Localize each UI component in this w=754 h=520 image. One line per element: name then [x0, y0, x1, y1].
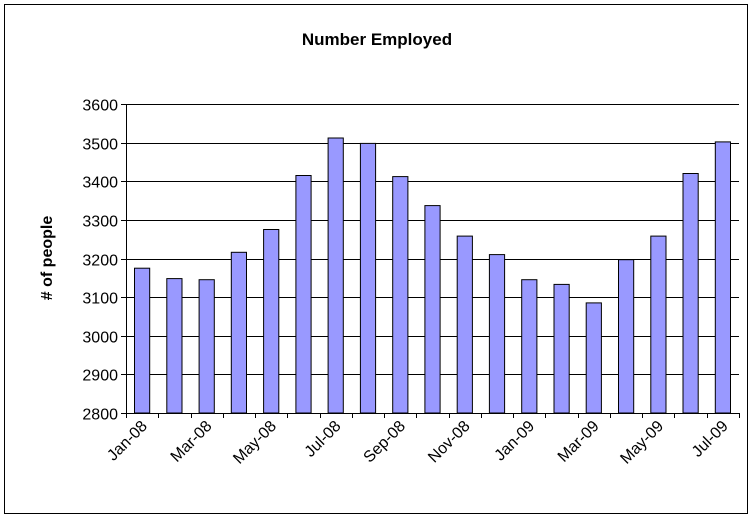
bar-sep-08 — [392, 176, 409, 414]
bar-jun-08 — [295, 175, 312, 414]
y-tick-label: 2800 — [82, 407, 118, 424]
bar-mar-09 — [585, 302, 602, 414]
bar-nov-08 — [456, 235, 473, 414]
bar-feb-09 — [553, 283, 570, 414]
bar-mar-08 — [198, 279, 215, 414]
bar-feb-08 — [166, 278, 183, 414]
x-tick-label: May-08 — [230, 418, 280, 468]
y-tick-label: 3600 — [82, 98, 118, 115]
x-tick-label: Mar-08 — [168, 418, 216, 466]
x-tick-label: May-09 — [617, 418, 667, 468]
bar-apr-09 — [618, 259, 635, 414]
y-tick-label: 3300 — [82, 214, 118, 231]
y-tick-label: 3100 — [82, 291, 118, 308]
chart-title: Number Employed — [302, 30, 452, 49]
bar-may-09 — [650, 235, 667, 414]
bar-may-08 — [263, 229, 280, 414]
bar-jun-09 — [682, 173, 699, 414]
bar-jan-08 — [134, 267, 151, 414]
axes — [121, 104, 740, 418]
y-tick-labels: 2800 2900 3000 3100 3200 3300 3400 3500 3600 — [82, 98, 118, 424]
bar-apr-08 — [230, 251, 248, 414]
y-tick-label: 2900 — [82, 368, 118, 385]
x-tick-label: Jan-09 — [492, 418, 539, 465]
x-tick-label: Jul-08 — [302, 418, 345, 461]
bar-jan-09 — [521, 279, 538, 414]
bar-aug-08 — [359, 142, 377, 414]
x-tick-labels: Jan-08 Mar-08 May-08 Jul-08 Sep-08 Nov-08 Jan-… — [104, 418, 731, 468]
y-tick-label: 3000 — [82, 330, 118, 347]
bar-oct-08 — [424, 205, 441, 414]
x-tick-label: Nov-08 — [425, 418, 474, 467]
bars — [134, 137, 731, 414]
x-tick-label: Mar-09 — [555, 418, 603, 466]
y-tick-label: 3500 — [82, 137, 118, 154]
x-tick-label: Jul-09 — [689, 418, 732, 461]
x-tick-label: Sep-08 — [361, 418, 410, 467]
bar-jul-09 — [714, 141, 731, 414]
bar-dec-08 — [488, 254, 506, 414]
y-axis-label: # of people — [39, 216, 56, 301]
bar-jul-08 — [327, 137, 344, 414]
y-tick-label: 3400 — [82, 175, 118, 192]
x-tick-label: Jan-08 — [104, 418, 151, 465]
y-tick-label: 3200 — [82, 253, 118, 270]
